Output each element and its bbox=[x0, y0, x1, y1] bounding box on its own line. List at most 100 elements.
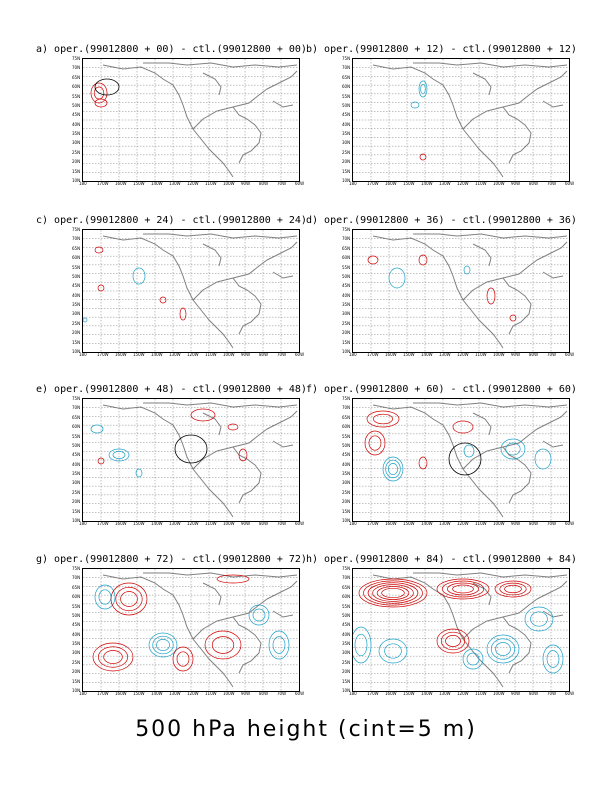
latitude-tick-label: 55N bbox=[72, 433, 81, 439]
latitude-tick-label: 70N bbox=[72, 575, 81, 581]
panel-title: a) oper.(99012800 + 00) - ctl.(99012800 … bbox=[36, 44, 307, 55]
longitude-tick-label: 70W bbox=[547, 691, 557, 696]
latitude-tick-label: 60N bbox=[72, 594, 81, 600]
contour-line bbox=[238, 448, 248, 462]
contour-line bbox=[252, 608, 266, 622]
longitude-tick-label: 70W bbox=[277, 352, 287, 357]
longitude-tick-label: 180 bbox=[79, 181, 87, 186]
latitude-tick-label: 65N bbox=[72, 414, 81, 420]
longitude-tick-label: 80W bbox=[259, 521, 269, 526]
longitude-tick-label: 140W bbox=[421, 521, 433, 526]
latitude-tick-label: 35N bbox=[72, 131, 81, 137]
longitude-tick-label: 90W bbox=[241, 352, 251, 357]
latitude-tick-label: 20N bbox=[72, 330, 81, 336]
panel-e: e) oper.(99012800 + 48) - ctl.(99012800 … bbox=[36, 384, 336, 544]
map-frame bbox=[82, 568, 300, 692]
longitude-tick-label: 100W bbox=[493, 521, 505, 526]
longitude-tick-label: 160W bbox=[385, 181, 397, 186]
contour-line bbox=[368, 435, 382, 451]
latitude-tick-label: 25N bbox=[342, 489, 351, 495]
longitude-tick-label: 110W bbox=[205, 181, 217, 186]
latitude-tick-label: 40N bbox=[72, 121, 81, 127]
latitude-tick-label: 20N bbox=[342, 669, 351, 675]
map-plot bbox=[353, 569, 569, 691]
latitude-tick-label: 50N bbox=[342, 273, 351, 279]
longitude-tick-label: 110W bbox=[475, 691, 487, 696]
grid bbox=[83, 59, 299, 181]
longitude-tick-label: 140W bbox=[421, 181, 433, 186]
grid bbox=[83, 230, 299, 352]
latitude-tick-label: 40N bbox=[342, 292, 351, 298]
contour-line bbox=[382, 456, 404, 482]
map-frame bbox=[82, 398, 300, 522]
latitude-tick-label: 25N bbox=[72, 149, 81, 155]
contour-line bbox=[530, 611, 548, 627]
latitude-tick-label: 40N bbox=[72, 631, 81, 637]
contour-line bbox=[378, 638, 408, 664]
longitude-tick-label: 160W bbox=[115, 181, 127, 186]
highlight-circle bbox=[174, 434, 208, 464]
figure-caption: 500 hPa height (cint=5 m) bbox=[135, 717, 477, 742]
latitude-tick-label: 20N bbox=[72, 669, 81, 675]
contour-line bbox=[204, 630, 242, 660]
contour-line bbox=[358, 578, 428, 608]
contour-line bbox=[419, 153, 427, 161]
latitude-tick-label: 70N bbox=[72, 405, 81, 411]
contour-line bbox=[132, 267, 146, 285]
longitude-tick-label: 100W bbox=[223, 181, 235, 186]
longitude-tick-label: 130W bbox=[439, 691, 451, 696]
longitude-tick-label: 170W bbox=[367, 181, 379, 186]
longitude-tick-label: 80W bbox=[259, 352, 269, 357]
latitude-tick-label: 25N bbox=[72, 659, 81, 665]
longitude-tick-label: 120W bbox=[457, 521, 469, 526]
latitude-tick-label: 40N bbox=[342, 631, 351, 637]
longitude-tick-label: 150W bbox=[403, 521, 415, 526]
contour-line bbox=[353, 626, 372, 664]
latitude-tick-label: 45N bbox=[342, 112, 351, 118]
coastline bbox=[102, 402, 298, 518]
longitude-tick-label: 150W bbox=[133, 521, 145, 526]
latitude-tick-label: 35N bbox=[342, 302, 351, 308]
latitude-tick-label: 50N bbox=[72, 442, 81, 448]
longitude-tick-label: 180 bbox=[79, 521, 87, 526]
panel-g: g) oper.(99012800 + 72) - ctl.(99012800 … bbox=[36, 554, 336, 714]
contour-line bbox=[376, 586, 410, 600]
longitude-tick-label: 140W bbox=[421, 691, 433, 696]
contour-line bbox=[97, 646, 129, 668]
latitude-tick-label: 10N bbox=[342, 178, 351, 183]
latitude-tick-label: 65N bbox=[72, 245, 81, 251]
contour-line bbox=[441, 580, 485, 598]
panel-title: e) oper.(99012800 + 48) - ctl.(99012800 … bbox=[36, 384, 307, 395]
longitude-tick-label: 160W bbox=[385, 521, 397, 526]
longitude-tick-label: 60W bbox=[565, 352, 575, 357]
contour-line bbox=[92, 642, 134, 672]
longitude-tick-label: 90W bbox=[241, 521, 251, 526]
latitude-tick-label: 25N bbox=[342, 149, 351, 155]
coastline bbox=[372, 402, 568, 518]
longitude-tick-label: 70W bbox=[277, 181, 287, 186]
map-plot bbox=[83, 230, 299, 352]
contour-line bbox=[509, 314, 517, 322]
latitude-tick-label: 65N bbox=[72, 584, 81, 590]
longitude-tick-label: 60W bbox=[565, 691, 575, 696]
longitude-tick-label: 90W bbox=[241, 181, 251, 186]
contour-line bbox=[216, 574, 250, 584]
longitude-tick-label: 120W bbox=[187, 691, 199, 696]
latitude-tick-label: 50N bbox=[342, 612, 351, 618]
latitude-tick-label: 15N bbox=[342, 678, 351, 684]
contour-line bbox=[499, 582, 527, 596]
contour-line bbox=[211, 636, 235, 654]
latitude-tick-label: 55N bbox=[342, 264, 351, 270]
longitude-tick-label: 90W bbox=[511, 352, 521, 357]
latitude-tick-label: 10N bbox=[342, 349, 351, 354]
latitude-tick-label: 75N bbox=[342, 396, 351, 401]
contour-line bbox=[410, 101, 420, 109]
latitude-tick-label: 30N bbox=[72, 140, 81, 146]
longitude-tick-label: 170W bbox=[97, 521, 109, 526]
longitude-tick-label: 130W bbox=[439, 352, 451, 357]
longitude-tick-label: 180 bbox=[349, 521, 357, 526]
latitude-tick-label: 75N bbox=[72, 56, 81, 61]
longitude-tick-label: 100W bbox=[223, 352, 235, 357]
longitude-tick-label: 80W bbox=[529, 352, 539, 357]
latitude-tick-label: 30N bbox=[342, 140, 351, 146]
